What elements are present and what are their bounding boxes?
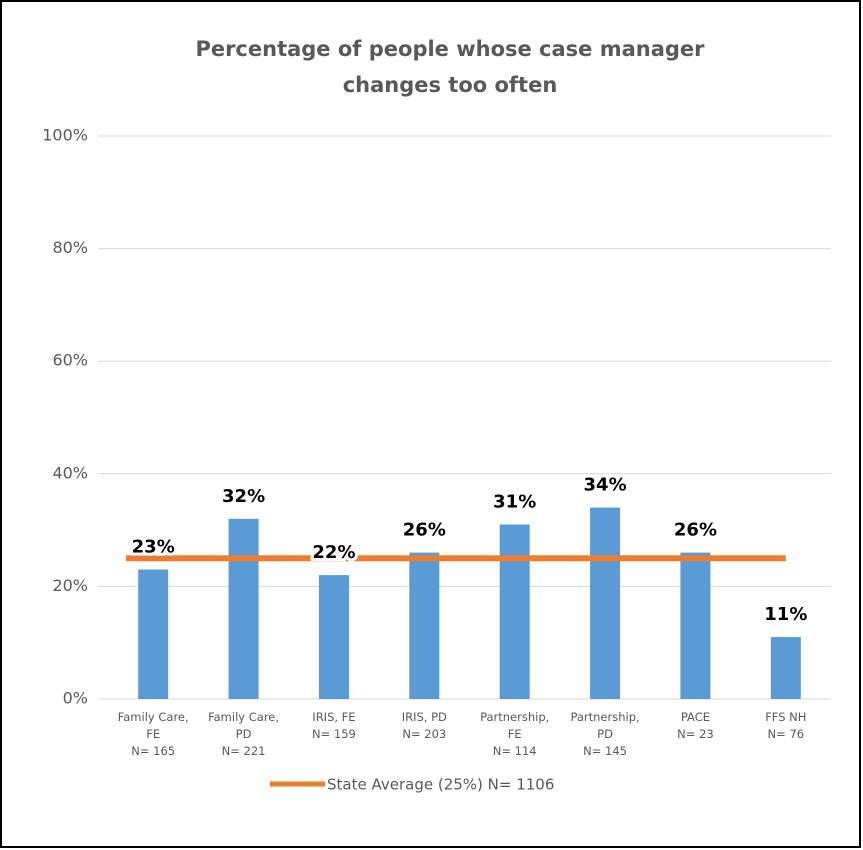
value-label: 31%	[493, 491, 536, 512]
y-tick-label: 20%	[52, 576, 88, 595]
y-tick-label: 40%	[52, 463, 88, 482]
y-tick-label: 80%	[52, 238, 88, 257]
x-tick-line: Family Care,	[208, 710, 279, 724]
x-tick-line: IRIS, PD	[402, 710, 447, 724]
x-tick-line: Partnership,	[570, 710, 639, 724]
value-label: 26%	[674, 520, 717, 541]
x-tick-line: N= 145	[583, 744, 627, 758]
x-tick-label: IRIS, FE N= 159	[312, 710, 356, 741]
x-tick-line: FE	[508, 727, 522, 741]
x-tick-line: N= 114	[493, 744, 537, 758]
bar	[590, 507, 621, 699]
x-tick-line: FE	[146, 727, 160, 741]
x-tick-line: FFS NH	[765, 710, 806, 724]
bar	[409, 552, 440, 699]
title-line: changes too often	[343, 73, 558, 97]
bar	[138, 569, 169, 699]
x-tick-line: PACE	[681, 710, 710, 724]
value-label: 26%	[403, 520, 446, 541]
x-tick-line: N= 76	[768, 727, 805, 741]
y-tick-label: 0%	[63, 689, 88, 708]
y-tick-label: 100%	[42, 126, 88, 145]
x-tick-line: Family Care,	[118, 710, 189, 724]
x-tick-line: N= 221	[222, 744, 266, 758]
x-tick-line: Partnership,	[480, 710, 549, 724]
value-label: 23%	[132, 537, 175, 558]
chart-title: Percentage of people whose case manager c…	[195, 37, 705, 97]
value-label: 11%	[764, 604, 807, 625]
value-label: 34%	[584, 475, 627, 496]
bar	[228, 518, 259, 699]
value-label: 32%	[222, 486, 265, 507]
bar	[318, 575, 349, 699]
x-tick-line: N= 159	[312, 727, 356, 741]
x-tick-line: IRIS, FE	[312, 710, 355, 724]
bar	[499, 524, 530, 699]
y-tick-label: 60%	[52, 351, 88, 370]
bar	[770, 637, 801, 699]
title-line: Percentage of people whose case manager	[195, 37, 705, 61]
x-tick-label: Partnership, PD N= 145	[570, 710, 639, 758]
x-tick-label: FFS NH N= 76	[765, 710, 806, 741]
x-tick-label: Family Care, FE N= 165	[118, 710, 189, 758]
x-tick-label: IRIS, PD N= 203	[402, 710, 447, 741]
x-tick-label: Partnership, FE N= 114	[480, 710, 549, 758]
x-tick-line: N= 203	[402, 727, 446, 741]
x-tick-line: PD	[597, 727, 613, 741]
x-tick-line: PD	[236, 727, 252, 741]
legend-label: State Average (25%) N= 1106	[327, 776, 554, 794]
x-tick-line: N= 165	[131, 744, 175, 758]
bar	[680, 552, 711, 699]
x-tick-label: Family Care, PD N= 221	[208, 710, 279, 758]
x-tick-line: N= 23	[677, 727, 714, 741]
value-label: 22%	[312, 542, 355, 563]
x-tick-label: PACE N= 23	[677, 710, 714, 741]
